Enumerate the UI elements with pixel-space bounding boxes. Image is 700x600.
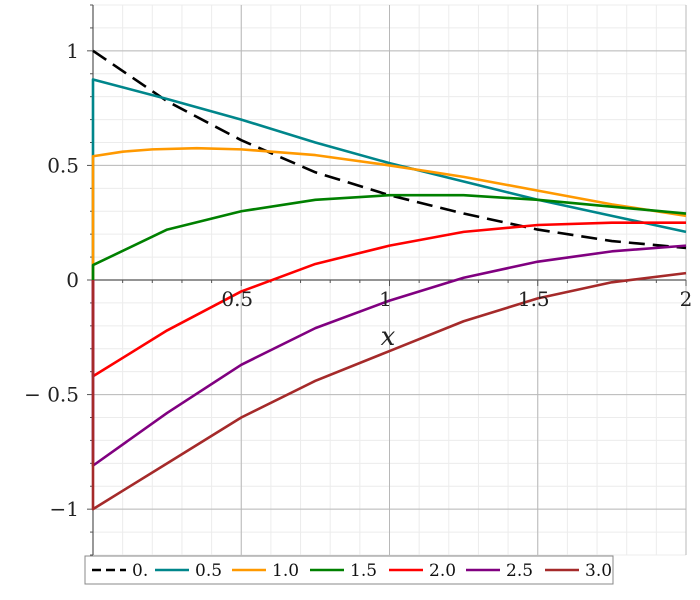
y-tick-label: 0.5	[47, 153, 79, 177]
y-tick-label: 0	[66, 268, 79, 292]
x-axis-label: x	[381, 322, 396, 352]
series-line-2-0	[91, 221, 686, 378]
legend-label: 2.5	[506, 561, 533, 581]
series-line-0-5	[91, 78, 687, 280]
series-line-0-	[92, 49, 687, 250]
legend-label: 2.0	[429, 561, 456, 581]
series-line-1-5	[91, 193, 687, 280]
y-tick-label: − 0.5	[24, 383, 79, 407]
legend-label: 0.5	[195, 561, 222, 581]
tick-labels: 0.5 1 1.5 2 1 0.5 0 − 0.5 −1	[24, 39, 692, 521]
series-layer	[91, 49, 687, 511]
legend-label: 1.0	[272, 561, 299, 581]
y-tick-label: 1	[66, 39, 79, 63]
x-tick-label: 0.5	[221, 287, 253, 311]
x-tick-label: 1.5	[518, 287, 550, 311]
x-tick-label: 2	[680, 287, 693, 311]
y-tick-label: −1	[50, 497, 79, 521]
series-line-2-5	[91, 244, 687, 467]
legend-label: 1.5	[350, 561, 377, 581]
legend: 0. 0.5 1.0 1.5 2.0 2.5 3.0	[84, 555, 614, 585]
series-line-3-0	[91, 271, 687, 511]
series-line-1-0	[91, 146, 687, 280]
legend-label: 0.	[132, 561, 148, 581]
legend-label: 3.0	[585, 561, 612, 581]
x-tick-label: 1	[379, 287, 392, 311]
axes	[87, 4, 687, 556]
